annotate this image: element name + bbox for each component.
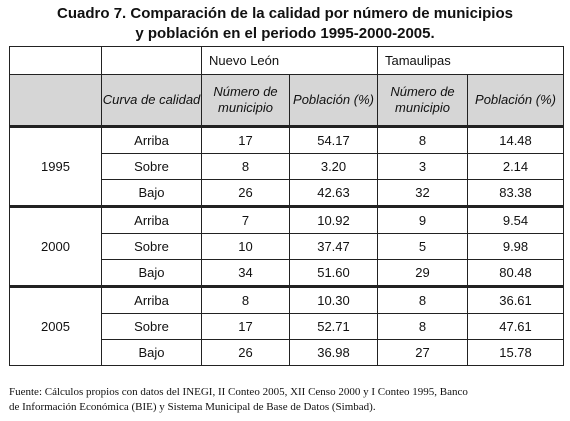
sub-header-curva: Curva de calidad — [101, 74, 202, 127]
table-title: Cuadro 7. Comparación de la calidad por … — [0, 4, 570, 44]
nl-pob-cell: 36.98 — [289, 339, 378, 366]
ta-num-cell: 32 — [377, 179, 468, 207]
ta-pob-cell: 2.14 — [466, 153, 565, 180]
ta-num-cell: 27 — [377, 339, 468, 366]
curva-cell: Sobre — [101, 153, 202, 180]
corner-cell — [9, 46, 102, 75]
title-line-1: Cuadro 7. Comparación de la calidad por … — [57, 5, 513, 22]
curva-cell: Arriba — [101, 125, 202, 154]
nl-num-cell: 10 — [201, 233, 290, 260]
group-header-tamaulipas: Tamaulipas — [376, 46, 565, 75]
nl-num-cell: 26 — [201, 339, 290, 366]
nl-num-cell: 26 — [201, 179, 290, 207]
ta-num-cell: 8 — [377, 285, 468, 314]
data-table: Nuevo León Tamaulipas Curva de calidad N… — [9, 46, 565, 366]
nl-num-cell: 17 — [201, 125, 290, 154]
ta-pob-cell: 83.38 — [466, 179, 565, 207]
nl-num-cell: 34 — [201, 259, 290, 287]
ta-pob-cell: 47.61 — [466, 313, 565, 340]
ta-num-cell: 8 — [377, 125, 468, 154]
sub-header-nl-num: Número de municipio — [201, 74, 290, 127]
nl-num-cell: 8 — [201, 285, 290, 314]
curva-cell: Arriba — [101, 285, 202, 314]
nl-pob-cell: 42.63 — [289, 179, 378, 207]
table-row: 2000 Arriba 7 10.92 9 9.54 — [9, 205, 565, 287]
ta-num-cell: 3 — [377, 153, 468, 180]
table-row: 2005 Arriba 8 10.30 8 36.61 — [9, 285, 565, 366]
nl-pob-cell: 3.20 — [289, 153, 378, 180]
corner-cell-2 — [101, 46, 202, 75]
sub-header-nl-pob: Población (%) — [289, 74, 378, 127]
footnote-line-1: Fuente: Cálculos propios con datos del I… — [9, 386, 468, 398]
table-row: Bajo 26 36.98 27 15.78 — [10, 339, 565, 366]
ta-pob-cell: 9.54 — [466, 205, 565, 234]
table-row: 1995 Arriba 17 54.17 8 14.48 — [9, 125, 565, 207]
table-row: Sobre 17 52.71 8 47.61 — [10, 313, 565, 340]
ta-num-cell: 8 — [377, 313, 468, 340]
year-cell-2000: 2000 — [9, 205, 102, 287]
nl-num-cell: 7 — [201, 205, 290, 234]
curva-cell: Bajo — [101, 259, 202, 287]
nl-pob-cell: 10.92 — [289, 205, 378, 234]
year-cell-1995: 1995 — [9, 125, 102, 207]
nl-pob-cell: 51.60 — [289, 259, 378, 287]
table-row: Bajo 26 42.63 32 83.38 — [10, 179, 565, 207]
nl-pob-cell: 10.30 — [289, 285, 378, 314]
nl-pob-cell: 54.17 — [289, 125, 378, 154]
ta-pob-cell: 15.78 — [466, 339, 565, 366]
sub-header-row: Curva de calidad Número de municipio Pob… — [9, 74, 565, 127]
nl-pob-cell: 37.47 — [289, 233, 378, 260]
title-line-2: y población en el periodo 1995-2000-2005… — [135, 25, 435, 42]
nl-num-cell: 8 — [201, 153, 290, 180]
curva-cell: Sobre — [101, 233, 202, 260]
group-header-row: Nuevo León Tamaulipas — [9, 46, 565, 75]
sub-header-ta-num: Número de municipio — [377, 74, 468, 127]
ta-pob-cell: 14.48 — [466, 125, 565, 154]
ta-num-cell: 29 — [377, 259, 468, 287]
year-cell-2005: 2005 — [9, 285, 102, 366]
nl-pob-cell: 52.71 — [289, 313, 378, 340]
footnote-line-2: de Información Económica (BIE) y Sistema… — [9, 401, 376, 413]
curva-cell: Sobre — [101, 313, 202, 340]
ta-pob-cell: 80.48 — [466, 259, 565, 287]
table-row: Bajo 34 51.60 29 80.48 — [10, 259, 565, 287]
ta-num-cell: 9 — [377, 205, 468, 234]
ta-pob-cell: 9.98 — [466, 233, 565, 260]
curva-cell: Arriba — [101, 205, 202, 234]
ta-pob-cell: 36.61 — [466, 285, 565, 314]
sub-header-ta-pob: Población (%) — [466, 74, 565, 127]
ta-num-cell: 5 — [377, 233, 468, 260]
curva-cell: Bajo — [101, 179, 202, 207]
curva-cell: Bajo — [101, 339, 202, 366]
nl-num-cell: 17 — [201, 313, 290, 340]
group-header-nuevo-leon: Nuevo León — [201, 46, 378, 75]
sub-header-blank — [9, 74, 102, 127]
source-footnote: Fuente: Cálculos propios con datos del I… — [9, 385, 564, 415]
